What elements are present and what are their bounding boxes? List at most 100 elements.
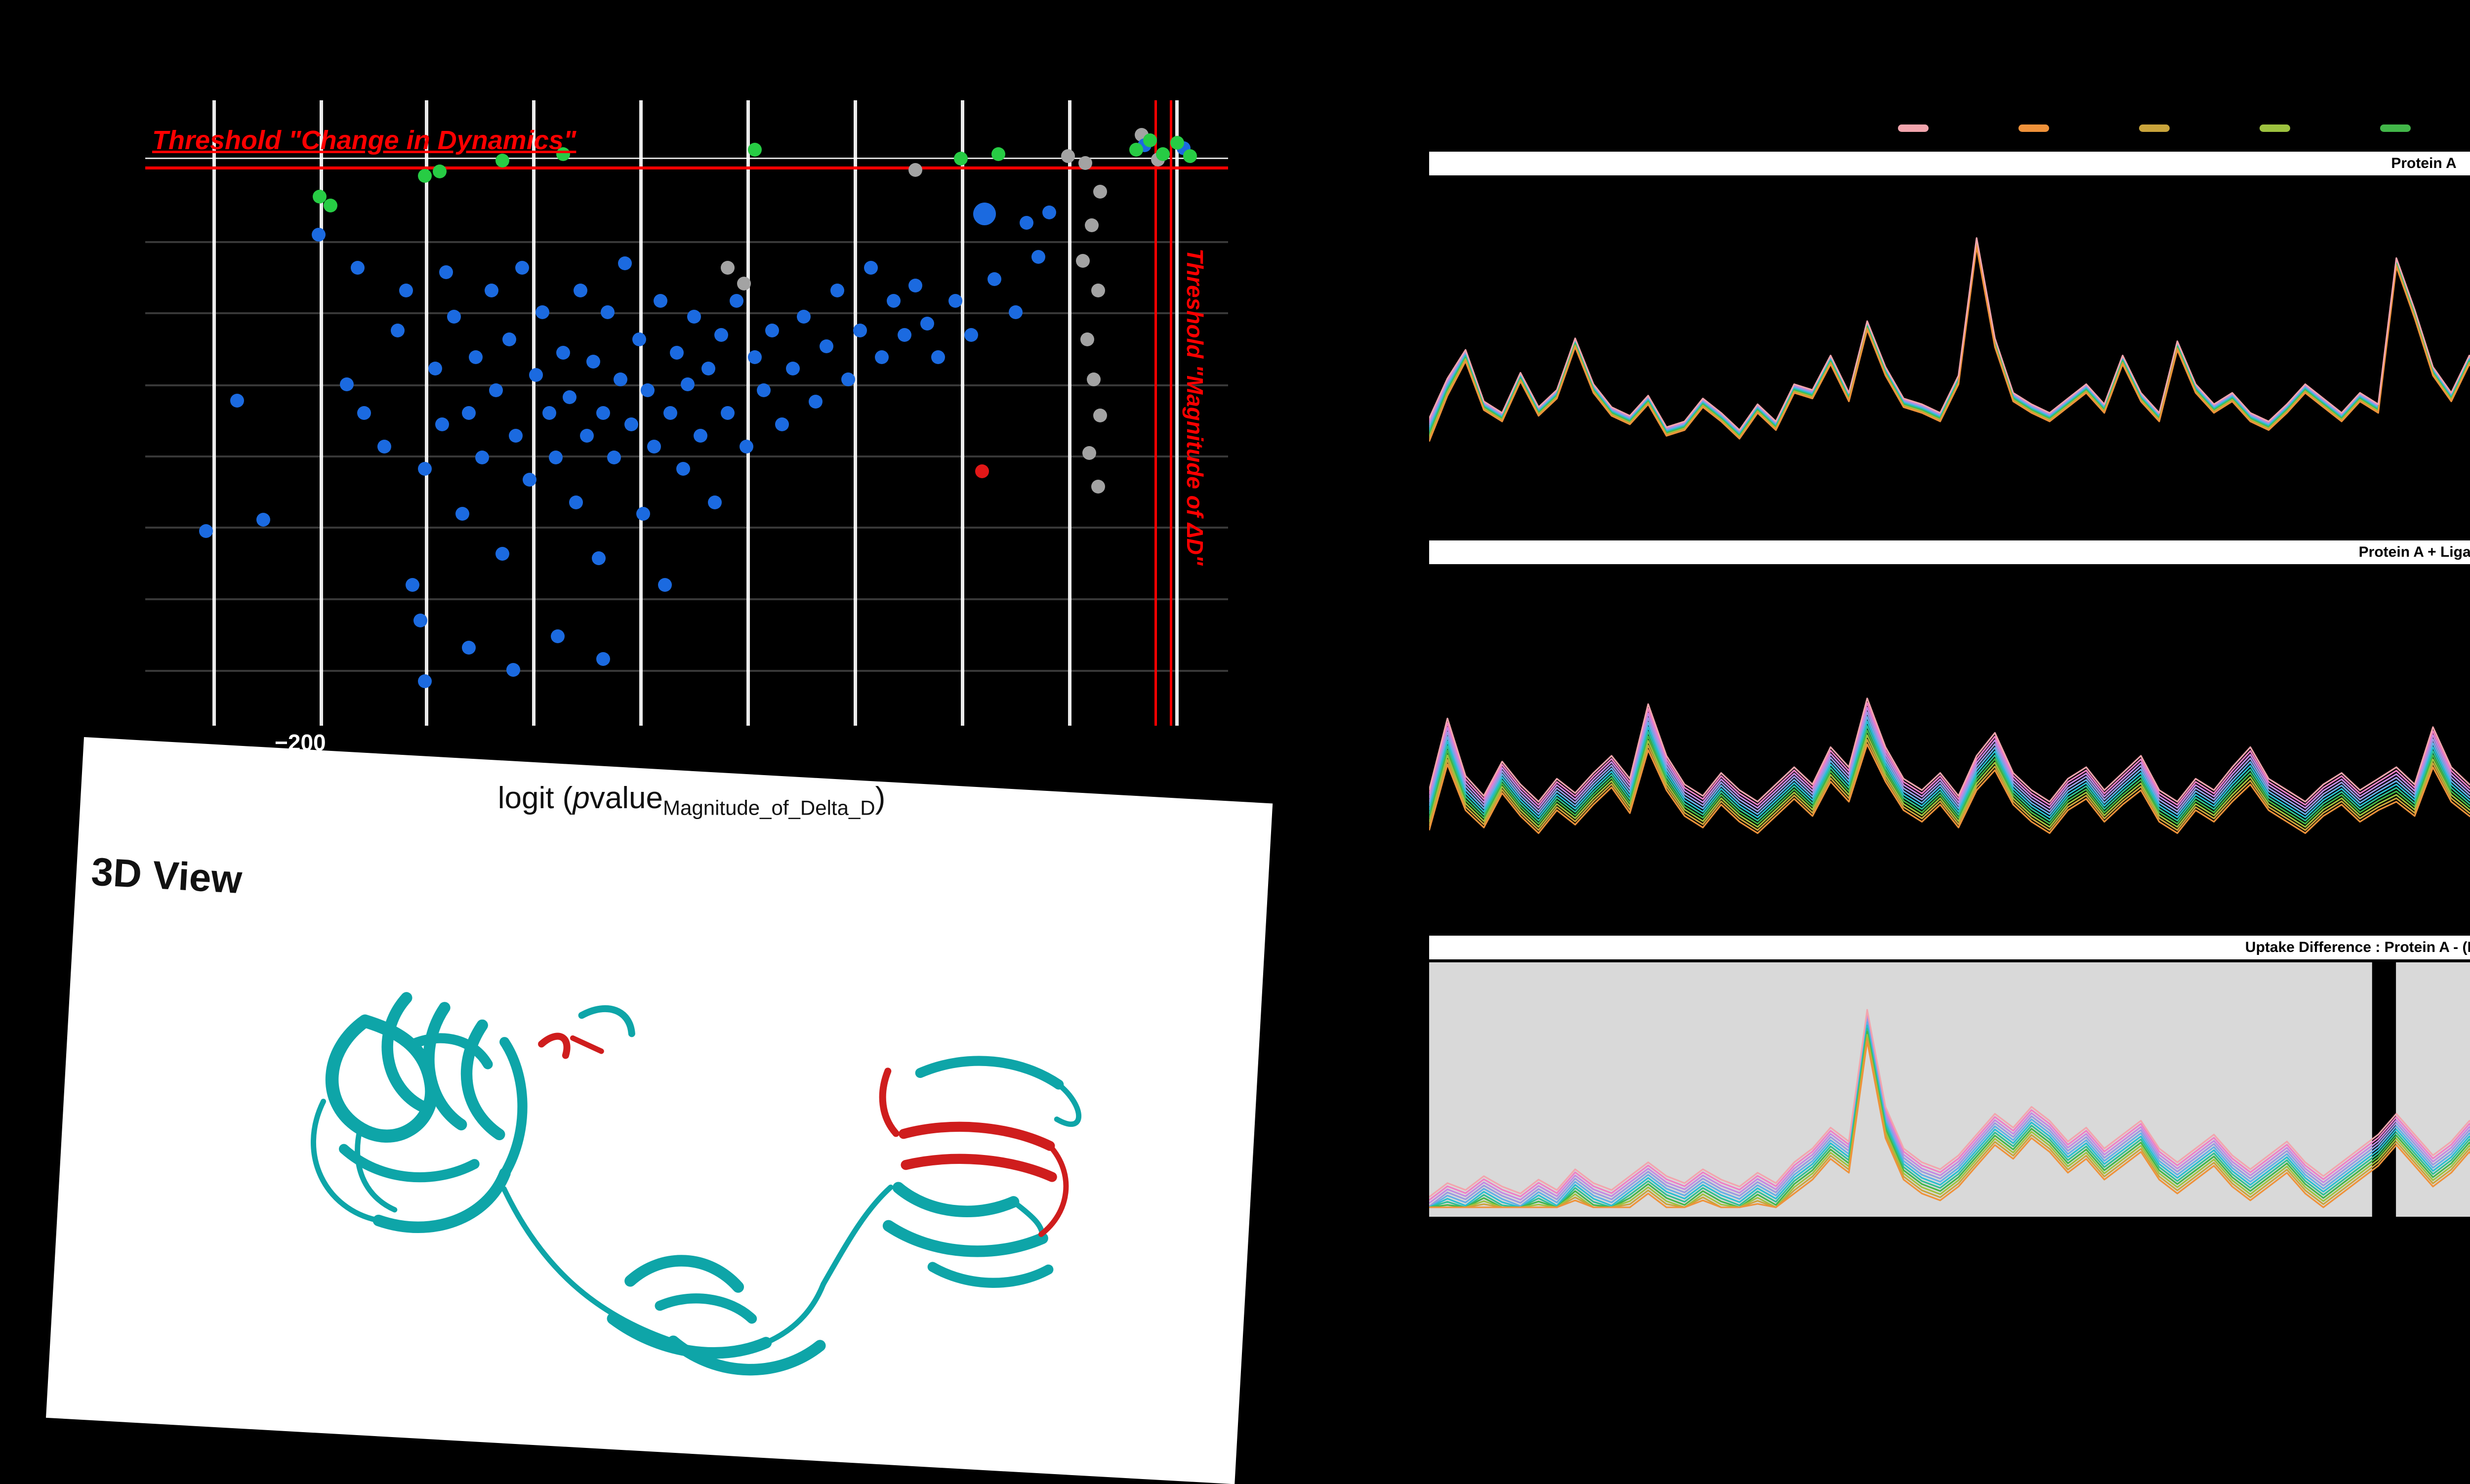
- volcano-point-blue[interactable]: [455, 506, 470, 521]
- volcano-point-gray[interactable]: [1093, 409, 1108, 423]
- volcano-point-blue[interactable]: [681, 377, 695, 391]
- volcano-point-blue[interactable]: [1042, 205, 1057, 219]
- volcano-point-gray[interactable]: [1082, 446, 1097, 460]
- volcano-point-blue[interactable]: [1020, 216, 1034, 230]
- volcano-point-blue[interactable]: [931, 350, 945, 365]
- volcano-point-blue[interactable]: [489, 383, 503, 398]
- volcano-point-gray[interactable]: [908, 163, 922, 177]
- volcano-point-blue[interactable]: [357, 406, 371, 420]
- volcano-point-blue[interactable]: [506, 663, 521, 677]
- volcano-point-blue[interactable]: [428, 362, 443, 376]
- volcano-point-blue[interactable]: [739, 440, 753, 454]
- volcano-point-green[interactable]: [433, 165, 447, 179]
- volcano-point-green[interactable]: [495, 153, 510, 167]
- volcano-point-blue[interactable]: [819, 339, 833, 353]
- volcano-point-blue[interactable]: [658, 578, 672, 592]
- volcano-point-blue[interactable]: [701, 362, 715, 376]
- volcano-point-gray[interactable]: [1084, 218, 1099, 233]
- volcano-point-blue[interactable]: [447, 310, 461, 324]
- panel-protein-a-ligand[interactable]: Protein A + Ligand: [1429, 540, 2470, 913]
- volcano-point-gray[interactable]: [1076, 254, 1090, 268]
- volcano-point-blue[interactable]: [529, 368, 543, 382]
- volcano-point-blue[interactable]: [413, 614, 427, 628]
- volcano-point-blue[interactable]: [1031, 249, 1046, 264]
- volcano-point-blue[interactable]: [841, 372, 855, 386]
- volcano-point-blue[interactable]: [614, 372, 628, 386]
- volcano-point-gray[interactable]: [1078, 156, 1092, 170]
- volcano-point-blue[interactable]: [714, 328, 729, 342]
- volcano-point-blue[interactable]: [377, 440, 392, 454]
- volcano-point-green[interactable]: [1156, 147, 1170, 161]
- volcano-point-blue[interactable]: [636, 506, 651, 521]
- legend-swatch[interactable]: [1898, 124, 1929, 132]
- volcano-point-blue[interactable]: [435, 417, 449, 431]
- volcano-point-blue[interactable]: [607, 450, 621, 464]
- volcano-point-blue[interactable]: [462, 406, 476, 420]
- volcano-point-blue[interactable]: [632, 332, 646, 346]
- volcano-point-blue[interactable]: [808, 395, 823, 409]
- volcano-point-blue[interactable]: [687, 310, 701, 324]
- chart-protein-a[interactable]: [1429, 178, 2470, 524]
- volcano-point-blue[interactable]: [1009, 305, 1023, 320]
- volcano-point-green[interactable]: [953, 151, 968, 165]
- volcano-point-green[interactable]: [991, 147, 1006, 161]
- 3d-view-panel[interactable]: 3D View: [45, 737, 1273, 1484]
- volcano-point-blue[interactable]: [694, 428, 708, 443]
- volcano-point-blue[interactable]: [948, 294, 962, 308]
- volcano-point-blue[interactable]: [390, 323, 405, 337]
- volcano-point-blue[interactable]: [563, 390, 577, 405]
- volcano-point-blue[interactable]: [618, 256, 632, 271]
- volcano-point-blue[interactable]: [853, 323, 867, 337]
- legend-swatch[interactable]: [2018, 124, 2049, 132]
- volcano-point-gray[interactable]: [737, 276, 751, 290]
- volcano-point-green[interactable]: [323, 198, 337, 212]
- volcano-point-blue[interactable]: [721, 406, 735, 420]
- legend-swatch[interactable]: [2380, 124, 2411, 132]
- volcano-point-blue[interactable]: [508, 428, 523, 443]
- volcano-point-blue[interactable]: [556, 346, 571, 360]
- volcano-point-blue[interactable]: [748, 350, 762, 365]
- volcano-point-blue[interactable]: [406, 578, 420, 592]
- volcano-point-blue[interactable]: [830, 283, 844, 297]
- chart-uptake-difference[interactable]: [1429, 962, 2470, 1217]
- volcano-point-gray[interactable]: [1061, 149, 1075, 163]
- volcano-point-blue[interactable]: [775, 417, 789, 431]
- volcano-point-blue[interactable]: [515, 261, 529, 275]
- volcano-point-blue[interactable]: [796, 310, 811, 324]
- volcano-point-blue[interactable]: [864, 261, 878, 275]
- chart-protein-a-ligand[interactable]: [1429, 567, 2470, 913]
- volcano-point-green[interactable]: [1143, 133, 1157, 148]
- volcano-point-green[interactable]: [1170, 136, 1184, 150]
- volcano-point-blue[interactable]: [897, 328, 911, 342]
- volcano-point-blue[interactable]: [592, 551, 606, 565]
- volcano-point-blue[interactable]: [874, 350, 889, 365]
- volcano-point-blue[interactable]: [350, 261, 365, 275]
- volcano-point-blue[interactable]: [765, 323, 780, 337]
- volcano-point-blue[interactable]: [475, 450, 489, 464]
- volcano-point-blue[interactable]: [548, 450, 563, 464]
- volcano-point-blue[interactable]: [920, 316, 934, 330]
- volcano-point-gray[interactable]: [1091, 480, 1105, 494]
- volcano-point-blue[interactable]: [756, 383, 771, 398]
- volcano-point-blue[interactable]: [964, 328, 979, 342]
- volcano-point-blue[interactable]: [417, 461, 432, 476]
- volcano-point-blue[interactable]: [502, 332, 516, 346]
- volcano-point-blue[interactable]: [707, 495, 722, 510]
- volcano-point-blue[interactable]: [973, 203, 996, 226]
- volcano-point-blue[interactable]: [542, 406, 556, 420]
- volcano-point-blue[interactable]: [729, 294, 743, 308]
- legend-swatch[interactable]: [2139, 124, 2170, 132]
- volcano-point-blue[interactable]: [468, 350, 483, 365]
- volcano-point-gray[interactable]: [721, 261, 735, 275]
- volcano-point-green[interactable]: [417, 169, 432, 183]
- volcano-point-blue[interactable]: [311, 228, 326, 242]
- volcano-point-gray[interactable]: [1093, 184, 1108, 199]
- volcano-point-blue[interactable]: [580, 428, 594, 443]
- volcano-point-gray[interactable]: [1080, 332, 1095, 346]
- volcano-point-green[interactable]: [1129, 143, 1143, 157]
- volcano-point-blue[interactable]: [523, 473, 537, 487]
- volcano-point-red[interactable]: [975, 464, 989, 478]
- volcano-point-blue[interactable]: [596, 652, 611, 666]
- volcano-plot-area[interactable]: [145, 100, 1228, 726]
- volcano-point-blue[interactable]: [485, 283, 499, 297]
